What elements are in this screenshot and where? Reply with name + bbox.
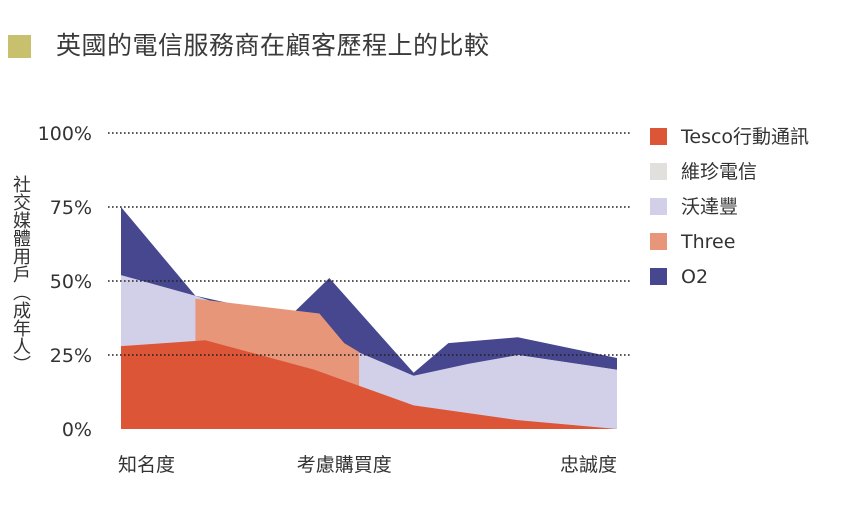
chart-title: 英國的電信服務商在顧客歷程上的比較	[56, 31, 490, 60]
legend-label-2: 沃達豐	[681, 196, 738, 218]
title-marker	[8, 35, 31, 58]
legend-label-1: 維珍電信	[681, 161, 757, 183]
y-tick-label-2: 50%	[50, 271, 92, 293]
area-series-4	[121, 340, 617, 429]
y-tick-label-1: 25%	[50, 345, 92, 367]
y-tick-labels: 0% 25% 50% 75% 100%	[38, 123, 92, 441]
y-axis-label: 社交媒體用戶（成年人）	[10, 175, 31, 373]
legend-swatch-1	[650, 163, 667, 180]
gridlines	[108, 132, 630, 356]
legend-label-0: Tesco行動通訊	[680, 126, 809, 148]
category-labels: 知名度 考慮購買度 忠誠度	[118, 454, 617, 476]
legend-label-3: Three	[680, 231, 735, 253]
category-label-0: 知名度	[118, 454, 175, 476]
legend-swatch-4	[650, 268, 667, 285]
area-series-group	[121, 207, 617, 429]
y-tick-label-4: 100%	[38, 123, 92, 145]
y-tick-label-3: 75%	[50, 197, 92, 219]
legend-swatch-3	[650, 233, 667, 250]
y-axis-label-box: 社交媒體用戶（成年人）	[10, 175, 38, 373]
legend-swatch-2	[650, 198, 667, 215]
category-label-2: 忠誠度	[560, 454, 617, 476]
legend-swatch-0	[650, 128, 667, 145]
category-label-1: 考慮購買度	[297, 454, 392, 476]
legend-label-4: O2	[681, 266, 708, 288]
y-tick-label-0: 0%	[62, 419, 92, 441]
